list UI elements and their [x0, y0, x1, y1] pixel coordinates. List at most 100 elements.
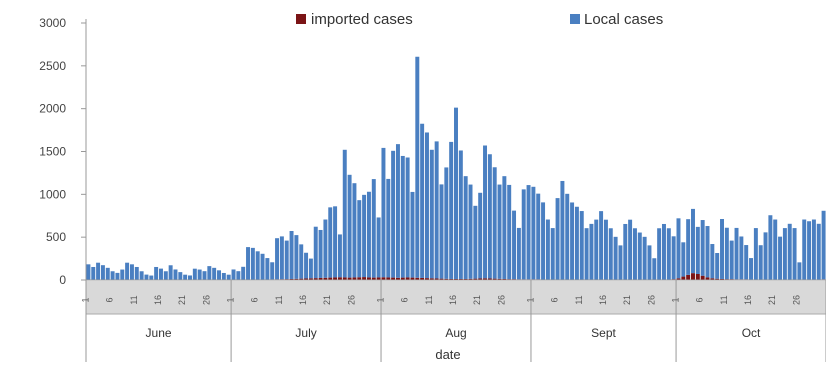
bar-local [778, 236, 783, 280]
bar-local [178, 272, 183, 280]
day-tick-label: 16 [598, 295, 608, 305]
bar-imported [681, 276, 686, 280]
bar-local [565, 193, 570, 280]
bar-imported [352, 277, 357, 280]
bar-local [531, 186, 536, 280]
bar-local [570, 202, 575, 280]
bar-local [105, 267, 110, 280]
bar-local [192, 268, 197, 280]
bar-local [265, 258, 270, 280]
month-label: Oct [742, 326, 761, 340]
bar-local [705, 226, 710, 278]
bar-imported [700, 275, 705, 280]
bar-local [144, 274, 149, 280]
bar-local [154, 266, 159, 280]
bar-imported [487, 278, 492, 280]
bar-local [439, 184, 444, 279]
bar-local [395, 144, 400, 278]
bar-imported [468, 278, 473, 280]
day-tick-label: 21 [472, 295, 482, 305]
bar-local [362, 194, 367, 278]
bar-local [676, 218, 681, 279]
bar-local [299, 244, 304, 279]
bar-imported [676, 278, 681, 280]
bar-imported [458, 278, 463, 280]
bar-imported [410, 277, 415, 280]
bar-imported [333, 277, 338, 280]
bar-imported [463, 278, 468, 280]
bar-local [371, 179, 376, 278]
day-tick-label: 11 [274, 295, 284, 304]
bar-imported [376, 277, 381, 280]
day-tick-label: 21 [767, 295, 777, 305]
bar-local [386, 178, 391, 278]
legend-label-local: Local cases [584, 11, 663, 28]
day-tick-label: 6 [695, 297, 705, 302]
day-tick-label: 6 [105, 297, 115, 302]
y-tick-label: 0 [59, 273, 66, 287]
bar-imported [304, 278, 309, 280]
bar-local [647, 245, 652, 280]
bar-local [188, 275, 192, 280]
bar-local [792, 228, 797, 280]
bar-local [632, 228, 637, 280]
bar-local [821, 210, 826, 280]
bar-imported [400, 277, 405, 280]
bar-local [275, 238, 280, 280]
bar-local [753, 228, 758, 280]
bar-local [221, 272, 226, 280]
bar-imported [483, 278, 488, 280]
bar-local [579, 211, 584, 280]
bar-imported [710, 278, 715, 280]
day-tick-label: 16 [448, 295, 458, 305]
day-label-strip [86, 281, 826, 314]
bar-local [410, 191, 415, 278]
bar-local [168, 265, 173, 280]
bar-local [782, 228, 787, 280]
bar-local [207, 266, 212, 280]
bar-local [734, 227, 739, 280]
bar-local [304, 252, 309, 279]
bar-local [91, 266, 96, 280]
bar-imported [347, 277, 352, 280]
bar-imported [323, 277, 328, 280]
bar-local [516, 227, 521, 280]
bar-local [666, 228, 671, 280]
bar-imported [386, 277, 391, 280]
bar-local [217, 270, 221, 280]
bar-local [623, 223, 628, 280]
bar-local [158, 268, 163, 280]
bar-local [603, 219, 608, 280]
bar-local [458, 150, 463, 279]
bar-imported [318, 277, 323, 280]
bar-imported [381, 277, 386, 280]
bar-local [279, 236, 284, 280]
bar-local [661, 223, 666, 280]
bar-local [807, 221, 812, 280]
y-tick-label: 3000 [39, 16, 66, 30]
day-tick-label: 1 [670, 297, 680, 302]
bar-imported [299, 278, 304, 280]
x-axis-title: date [435, 347, 460, 362]
day-tick-label: 11 [424, 295, 434, 304]
bar-local [695, 226, 700, 275]
bar-local [584, 228, 589, 280]
bar-local [357, 200, 362, 278]
bar-local [391, 150, 396, 278]
bar-local [715, 253, 720, 279]
bar-local [250, 247, 255, 280]
bar-local [429, 149, 434, 279]
bar-local [657, 228, 662, 280]
bar-local [337, 234, 342, 278]
bar-local [420, 123, 425, 278]
bar-local [512, 210, 517, 280]
bar-local [473, 205, 478, 279]
bar-local [284, 240, 289, 280]
bar-local [691, 208, 695, 274]
day-tick-label: 21 [177, 295, 187, 305]
day-tick-label: 1 [375, 297, 385, 302]
day-tick-label: 16 [298, 295, 308, 305]
day-tick-label: 1 [226, 297, 236, 302]
bar-local [139, 271, 144, 280]
